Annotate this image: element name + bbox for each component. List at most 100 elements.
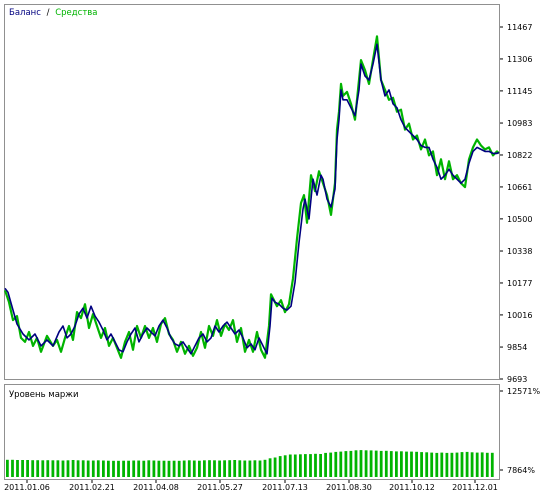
margin-bar <box>233 460 237 477</box>
margin-bar <box>187 460 191 477</box>
margin-bar <box>430 452 434 477</box>
margin-bar <box>470 452 474 477</box>
margin-bar <box>425 452 429 477</box>
margin-bar <box>369 450 373 477</box>
margin-bar <box>91 460 95 477</box>
margin-bar <box>122 460 125 477</box>
margin-bar <box>213 460 216 477</box>
y-tick-label: 10500 <box>507 215 532 224</box>
margin-bar <box>51 460 55 477</box>
margin-bar <box>288 454 292 477</box>
margin-bar <box>172 460 176 477</box>
margin-bar <box>223 460 226 477</box>
margin-bar <box>374 450 378 477</box>
margin-bar <box>86 460 90 477</box>
x-tick-label: 2011.07.13 <box>262 483 308 492</box>
margin-bar <box>46 460 50 477</box>
margin-bar <box>384 450 388 477</box>
margin-bar <box>309 454 312 477</box>
margin-bar <box>6 459 9 477</box>
y-tick-label: 10983 <box>507 119 532 128</box>
margin-bar <box>283 455 287 477</box>
y-tick-label: 11467 <box>507 23 532 32</box>
margin-bar <box>460 452 464 477</box>
margin-bar <box>31 460 35 477</box>
margin-bar <box>455 452 459 477</box>
x-tick-label: 2011.10.12 <box>389 483 435 492</box>
margin-bar <box>480 452 484 477</box>
y-tick-label: 9854 <box>507 343 527 352</box>
x-tick-label: 2011.05.27 <box>197 483 243 492</box>
x-tick-label: 2011.01.06 <box>4 483 50 492</box>
margin-bar <box>400 451 403 477</box>
x-tick-label: 2011.08.30 <box>326 483 372 492</box>
y-tick-label: 9693 <box>507 375 527 384</box>
margin-bar <box>137 460 141 477</box>
margin-bar <box>258 460 262 477</box>
margin-bar <box>359 450 363 477</box>
margin-bar <box>273 457 277 477</box>
y-tick-label: 11145 <box>507 87 532 96</box>
margin-bar <box>132 460 136 477</box>
balance-panel-frame <box>4 4 500 380</box>
margin-bar <box>420 452 423 477</box>
margin-bar <box>304 454 307 477</box>
margin-bar <box>36 460 40 477</box>
margin-bar <box>339 451 343 477</box>
margin-bar <box>465 451 469 477</box>
margin-bar <box>26 460 29 477</box>
margin-tick-label: 7864% <box>507 466 535 475</box>
margin-bar <box>485 452 489 477</box>
balance-y-axis: 11467 11306 11145 10983 10822 10661 10500 10338… <box>500 23 532 384</box>
margin-bar <box>440 452 444 477</box>
x-tick-label: 2011.12.01 <box>452 483 498 492</box>
margin-tick-label: 12571% <box>507 387 540 396</box>
margin-bar <box>389 451 393 477</box>
margin-bar <box>177 460 181 477</box>
margin-bar <box>167 460 171 477</box>
margin-bar <box>490 452 494 477</box>
margin-bar <box>293 454 297 477</box>
x-tick-label: 2011.04.08 <box>133 483 179 492</box>
y-tick-label: 10338 <box>507 247 532 256</box>
margin-y-axis: 12571% 7864% <box>500 387 540 475</box>
margin-bar <box>395 451 398 477</box>
y-tick-label: 10661 <box>507 183 532 192</box>
margin-bar <box>344 451 348 477</box>
balance-equity-lines <box>3 35 500 359</box>
margin-bar <box>157 460 161 477</box>
margin-bar <box>405 451 408 477</box>
margin-bar <box>182 460 186 477</box>
margin-bar <box>253 460 257 477</box>
date-x-axis: 2011.01.06 2011.02.21 2011.04.08 2011.05.27… <box>4 480 498 492</box>
margin-bar <box>142 460 146 477</box>
margin-panel-title: Уровень маржи <box>9 390 78 400</box>
legend-separator: / <box>47 8 50 18</box>
margin-bar <box>41 460 45 477</box>
margin-bar <box>450 452 454 477</box>
margin-bar <box>354 450 358 477</box>
margin-bar <box>152 460 156 477</box>
margin-bar <box>112 460 115 477</box>
y-tick-label: 10177 <box>507 279 532 288</box>
margin-bar <box>329 452 333 477</box>
legend: Баланс / Средства <box>9 8 97 18</box>
margin-bar <box>364 450 368 477</box>
margin-bar <box>76 460 80 477</box>
margin-bar <box>208 460 211 477</box>
margin-bar <box>107 460 110 477</box>
margin-bar <box>349 450 353 477</box>
margin-bar <box>102 460 105 477</box>
margin-bar <box>410 451 413 477</box>
margin-bar <box>268 458 272 477</box>
margin-bar <box>203 460 206 477</box>
margin-bar <box>238 460 242 477</box>
margin-bar <box>96 460 100 477</box>
margin-bar <box>218 460 221 477</box>
margin-bar <box>162 460 166 477</box>
margin-bar <box>117 460 120 477</box>
margin-bar <box>379 450 383 477</box>
margin-bar <box>11 459 14 477</box>
margin-bar <box>445 452 449 477</box>
